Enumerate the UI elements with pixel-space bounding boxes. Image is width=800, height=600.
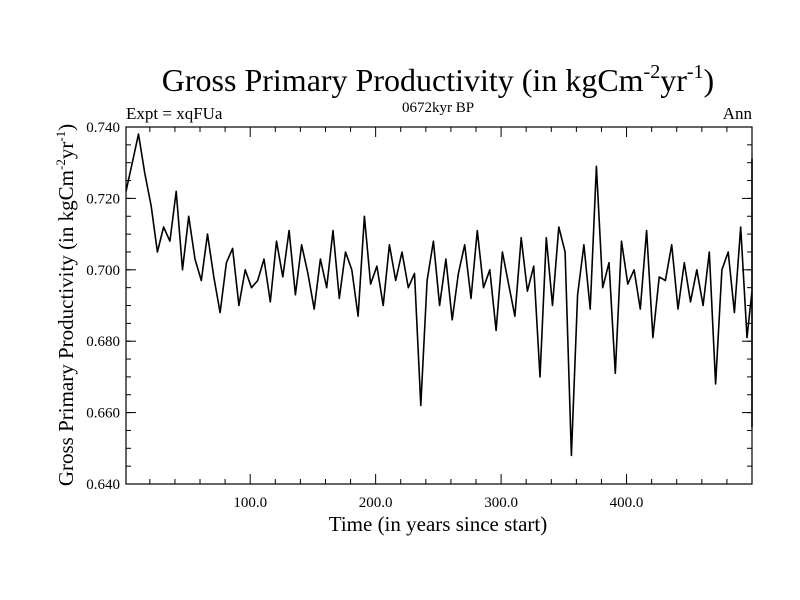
y-tick-label: 0.740 xyxy=(86,120,120,136)
chart-title: Gross Primary Productivity (in kgCm-2yr-… xyxy=(162,61,714,98)
y-tick-label: 0.640 xyxy=(86,477,120,493)
y-axis-label-main: Gross Primary Productivity (in kgCm xyxy=(54,170,78,486)
season-label: Ann xyxy=(723,104,753,123)
x-tick-label: 100.0 xyxy=(233,495,267,511)
chart-title-sup2: -1 xyxy=(687,61,704,83)
chart-title-main: Gross Primary Productivity (in kgCm xyxy=(162,62,644,98)
y-tick-label: 0.700 xyxy=(86,263,120,279)
subtitle-period: 0672kyr BP xyxy=(402,100,474,116)
x-tick-label: 400.0 xyxy=(610,495,644,511)
y-axis-label: Gross Primary Productivity (in kgCm-2yr-… xyxy=(53,124,78,486)
chart-title-sup1: -2 xyxy=(644,61,661,83)
y-tick-label: 0.680 xyxy=(86,334,120,350)
chart-title-mid: yr xyxy=(660,62,687,98)
axis-tick-labels: 0.640 0.660 0.680 0.700 0.720 0.740 100.0 200.0… xyxy=(86,120,643,511)
chart-title-end: ) xyxy=(704,62,715,98)
x-tick-label: 300.0 xyxy=(484,495,518,511)
y-axis-label-mid: yr xyxy=(54,142,78,160)
y-axis-label-sup1: -2 xyxy=(53,159,68,170)
axis-ticks xyxy=(126,126,752,485)
experiment-label: Expt = xqFUa xyxy=(126,104,223,123)
y-tick-label: 0.660 xyxy=(86,406,120,422)
y-tick-label: 0.720 xyxy=(86,191,120,207)
x-axis-label: Time (in years since start) xyxy=(329,512,548,536)
y-axis-label-sup2: -1 xyxy=(53,131,68,142)
series-line-gpp xyxy=(125,133,753,457)
series-group xyxy=(125,133,753,457)
x-tick-label: 200.0 xyxy=(359,495,393,511)
y-axis-label-end: ) xyxy=(54,124,78,131)
